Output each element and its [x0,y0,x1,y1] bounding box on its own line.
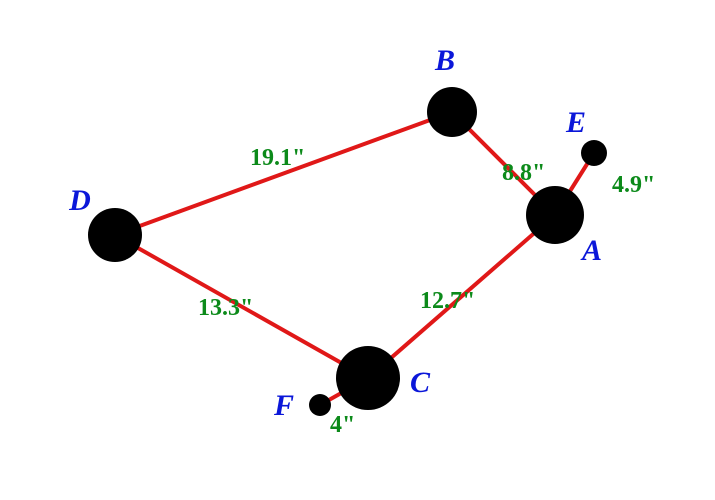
edge-label-B-D: 19.1" [250,145,305,171]
node-F [309,394,331,416]
node-label-B: B [434,44,455,77]
edge-label-A-E: 4.9" [612,172,655,198]
graph-diagram: 8.8" 12.7" 4.9" 19.1" 13.3" 4" A B C D E F [0,0,715,500]
node-label-E: E [565,106,586,139]
node-label-D: D [68,184,91,217]
edge-label-A-C: 12.7" [420,288,475,314]
edge-B-D [115,112,452,235]
node-label-C: C [410,366,431,399]
node-D [88,208,142,262]
node-labels-layer: A B C D E F [68,44,602,422]
node-C [336,346,400,410]
node-label-A: A [580,234,602,267]
node-label-F: F [273,389,294,422]
node-B [427,87,477,137]
node-E [581,140,607,166]
node-A [526,186,584,244]
nodes-layer [88,87,607,416]
edge-label-C-D: 13.3" [198,295,253,321]
edge-label-A-B: 8.8" [502,160,545,186]
edge-label-C-F: 4" [330,412,355,438]
